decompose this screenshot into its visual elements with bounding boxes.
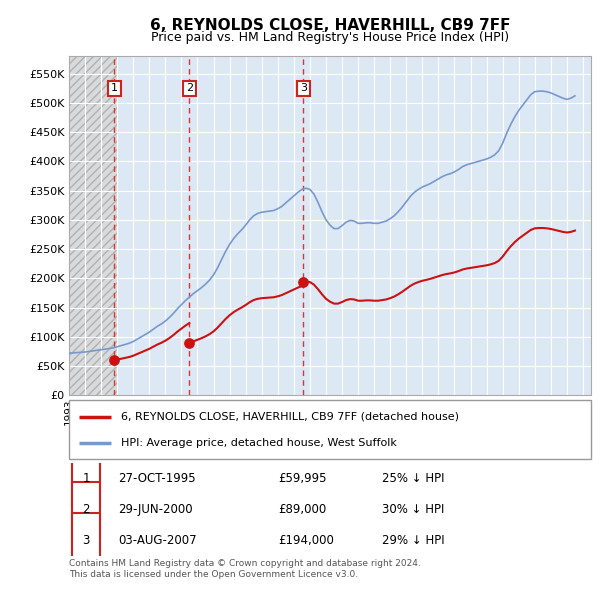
Text: 29-JUN-2000: 29-JUN-2000 [119,503,193,516]
FancyBboxPatch shape [71,481,100,537]
FancyBboxPatch shape [71,513,100,568]
Text: £89,000: £89,000 [278,503,326,516]
Text: 29% ↓ HPI: 29% ↓ HPI [382,534,445,547]
Text: 3: 3 [300,83,307,93]
Text: Contains HM Land Registry data © Crown copyright and database right 2024.
This d: Contains HM Land Registry data © Crown c… [69,559,421,579]
Text: 27-OCT-1995: 27-OCT-1995 [119,472,196,485]
Point [109,356,119,365]
Text: 6, REYNOLDS CLOSE, HAVERHILL, CB9 7FF: 6, REYNOLDS CLOSE, HAVERHILL, CB9 7FF [150,18,510,32]
Text: 25% ↓ HPI: 25% ↓ HPI [382,472,445,485]
Point [185,339,194,348]
Text: 2: 2 [82,503,90,516]
Text: 6, REYNOLDS CLOSE, HAVERHILL, CB9 7FF (detached house): 6, REYNOLDS CLOSE, HAVERHILL, CB9 7FF (d… [121,412,459,421]
Text: 3: 3 [82,534,89,547]
FancyBboxPatch shape [71,451,100,506]
Text: 1: 1 [82,472,90,485]
Point [299,277,308,287]
FancyBboxPatch shape [69,400,591,459]
Text: £194,000: £194,000 [278,534,334,547]
Text: 30% ↓ HPI: 30% ↓ HPI [382,503,445,516]
Text: HPI: Average price, detached house, West Suffolk: HPI: Average price, detached house, West… [121,438,397,447]
Text: £59,995: £59,995 [278,472,326,485]
Text: Price paid vs. HM Land Registry's House Price Index (HPI): Price paid vs. HM Land Registry's House … [151,31,509,44]
Bar [69,56,117,395]
Text: 2: 2 [186,83,193,93]
Text: 03-AUG-2007: 03-AUG-2007 [119,534,197,547]
Text: 1: 1 [111,83,118,93]
